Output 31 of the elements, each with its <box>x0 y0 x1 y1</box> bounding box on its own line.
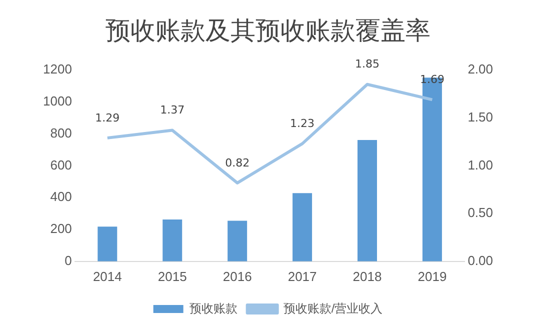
x-tick-label: 2015 <box>158 268 187 284</box>
data-label: 1.29 <box>95 111 120 124</box>
data-label: 0.82 <box>225 156 250 170</box>
y2-tick-label: 2.00 <box>468 62 494 77</box>
x-tick-label: 2017 <box>288 268 317 284</box>
bar <box>162 219 182 262</box>
y-tick-label: 600 <box>50 157 72 172</box>
y-tick-label: 200 <box>50 221 72 236</box>
x-tick-label: 2014 <box>92 268 122 284</box>
legend-label: 预收账款/营业收入 <box>283 301 383 316</box>
y2-tick-label: 1.50 <box>468 109 494 124</box>
x-tick-label: 2019 <box>418 268 447 284</box>
y-tick-label: 1000 <box>43 93 72 108</box>
y-tick-label: 0 <box>64 252 72 268</box>
bar <box>228 220 248 262</box>
y2-tick-label: 0.00 <box>468 252 494 268</box>
y-tick-label: 400 <box>50 189 72 204</box>
x-tick-label: 2016 <box>222 268 252 284</box>
chart-title: 预收账款及其预收账款覆盖率 <box>104 15 432 47</box>
y2-tick-label: 0.50 <box>468 205 494 220</box>
bar <box>98 226 118 262</box>
y-tick-label: 800 <box>50 125 72 140</box>
data-label: 1.23 <box>290 117 315 130</box>
y-tick-label: 1200 <box>43 62 72 77</box>
x-tick-label: 2018 <box>352 268 382 284</box>
data-label: 1.37 <box>160 104 185 117</box>
legend-label: 预收账款 <box>189 301 238 316</box>
bar <box>292 193 312 262</box>
y2-tick-label: 1.00 <box>468 157 494 172</box>
bar <box>358 140 377 262</box>
data-label: 1.85 <box>355 58 380 71</box>
